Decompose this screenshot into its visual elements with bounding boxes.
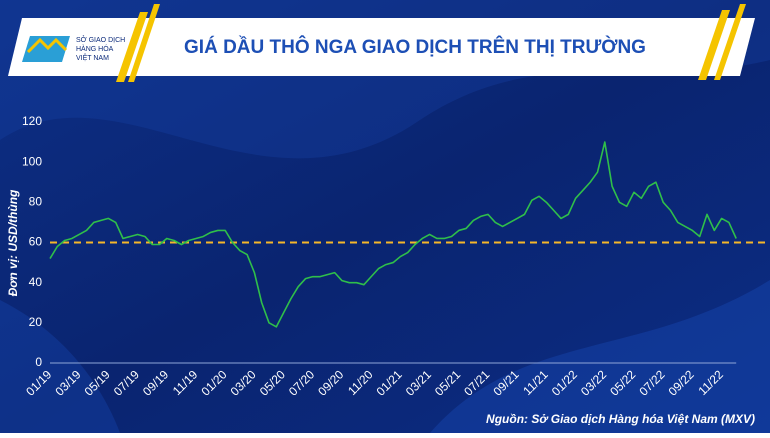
source: Nguồn: Sở Giao dịch Hàng hóa Việt Nam (M…	[486, 412, 755, 426]
y-tick-label: 0	[35, 355, 42, 369]
y-tick-label: 120	[22, 114, 42, 128]
y-tick-label: 100	[22, 154, 42, 168]
y-tick-label: 60	[29, 235, 43, 249]
logo-text: VIỆT NAM	[76, 53, 109, 62]
logo-mark	[26, 37, 68, 54]
decor	[116, 12, 148, 82]
bg-shape	[0, 300, 120, 433]
decor	[128, 4, 160, 82]
y-axis-label: Đơn vị: USD/thùng	[6, 189, 20, 296]
header-banner	[8, 18, 755, 76]
y-tick-label: 20	[29, 315, 43, 329]
y-tick-label: 40	[29, 275, 43, 289]
y-tick-label: 80	[29, 195, 43, 209]
decor	[714, 4, 746, 80]
bg-shape	[430, 280, 770, 433]
logo-text: HÀNG HÓA	[76, 44, 114, 53]
chart-title: GIÁ DẦU THÔ NGA GIAO DỊCH TRÊN THỊ TRƯỜN…	[184, 36, 646, 58]
price-line	[49, 141, 737, 328]
logo-text: SỞ GIAO DỊCH	[76, 35, 125, 44]
decor	[698, 10, 730, 80]
